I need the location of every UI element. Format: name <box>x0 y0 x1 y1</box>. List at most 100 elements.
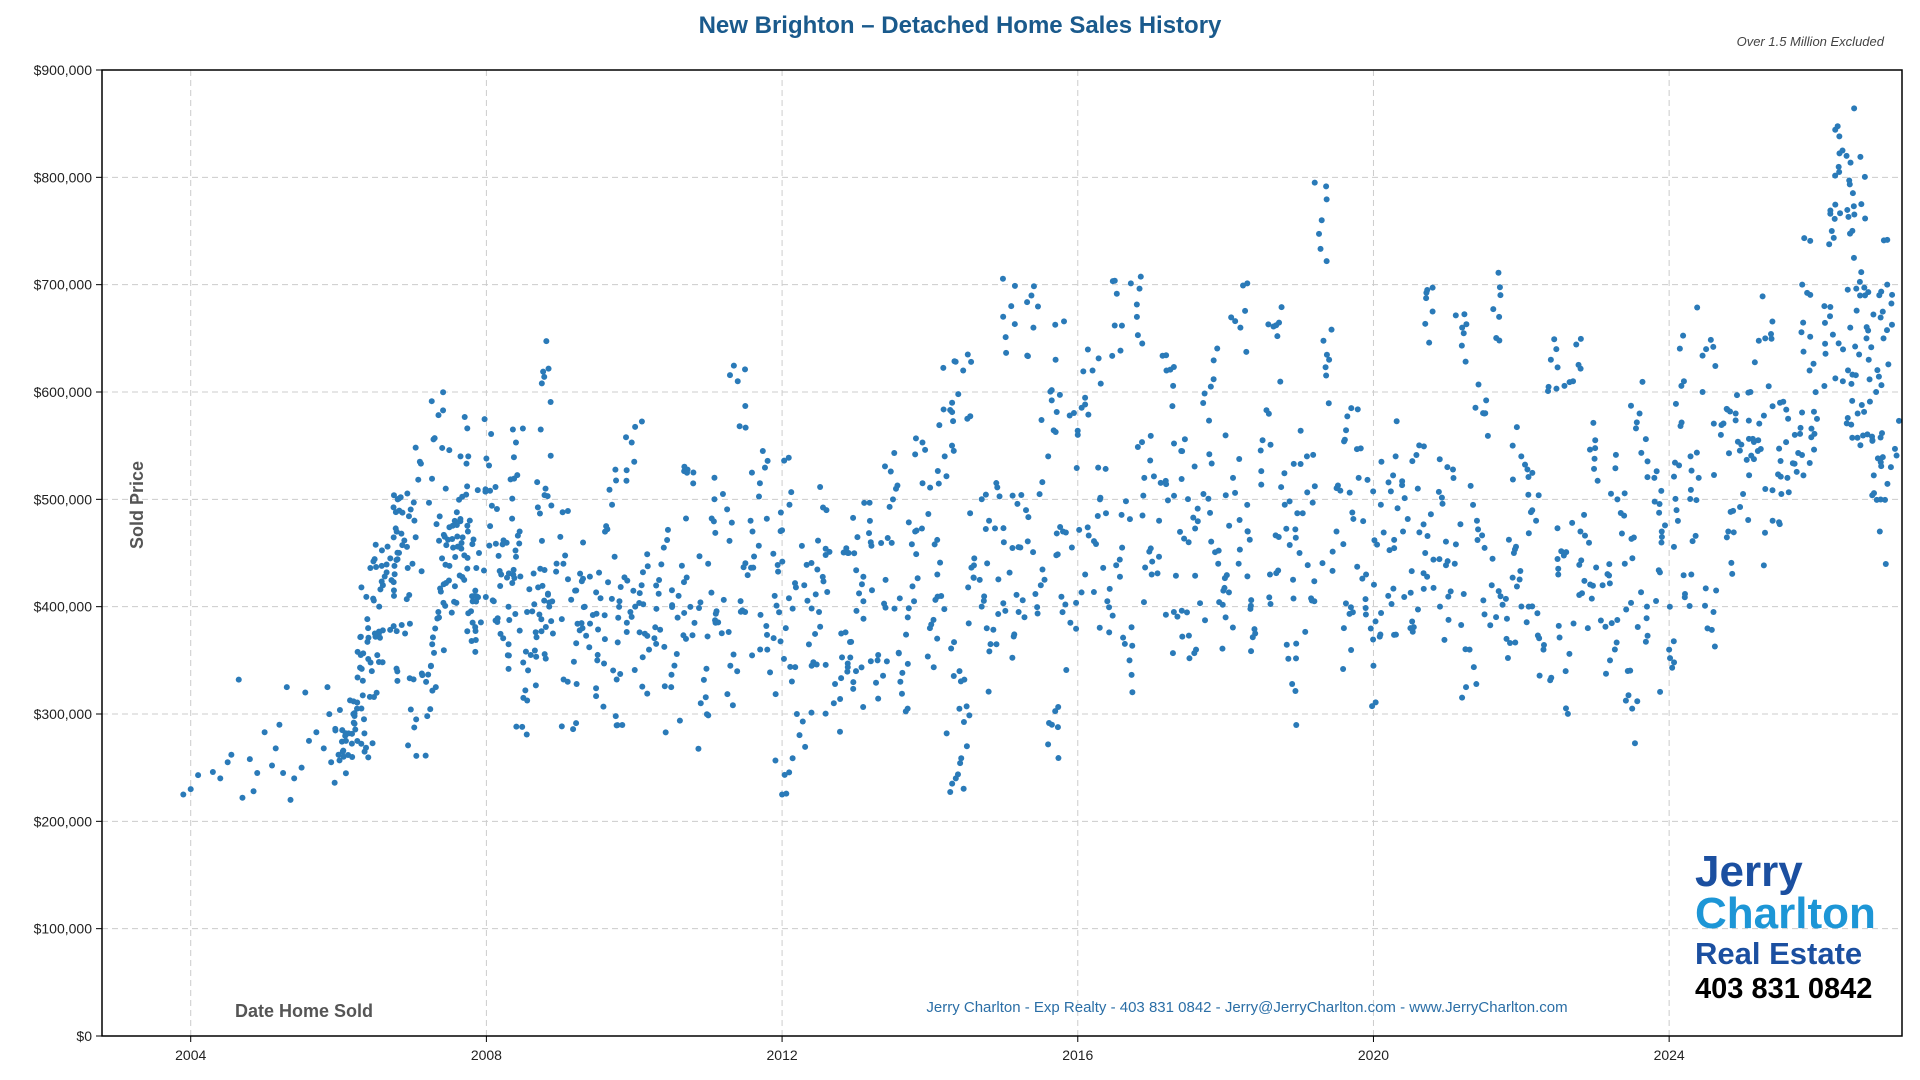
data-point-density <box>817 483 824 490</box>
data-point-density <box>1183 609 1190 616</box>
data-point-density <box>406 675 413 682</box>
data-point-density <box>868 587 875 594</box>
data-point-density <box>1171 440 1178 447</box>
data-point-density <box>1642 436 1649 443</box>
data-point-density <box>1607 490 1614 497</box>
data-point-density <box>1686 603 1693 610</box>
data-point-density <box>1140 492 1147 499</box>
data-point-density <box>854 534 861 541</box>
data-point-density <box>1420 585 1427 592</box>
data-point-density <box>1561 382 1568 389</box>
data-point-density <box>1429 284 1436 291</box>
data-point <box>1422 550 1429 556</box>
data-point-density <box>734 668 741 675</box>
data-point-density <box>358 665 365 672</box>
data-point-density <box>1323 196 1330 203</box>
data-point-density <box>1208 460 1215 467</box>
data-point-density <box>1481 544 1488 551</box>
data-point-density <box>1047 388 1054 395</box>
data-point <box>1000 539 1007 546</box>
data-point-density <box>1750 439 1757 446</box>
data-point <box>1355 474 1362 481</box>
data-point-density <box>352 726 359 733</box>
data-point-density <box>464 628 471 635</box>
data-point-density <box>927 484 934 491</box>
data-point-density <box>958 755 965 762</box>
data-point-density <box>529 608 536 615</box>
data-point-density <box>964 351 971 358</box>
data-point-density <box>964 415 971 422</box>
data-point-density <box>1058 593 1065 600</box>
data-point-density <box>1882 496 1889 503</box>
data-point-density <box>1118 322 1125 329</box>
data-point-density <box>1868 344 1875 351</box>
data-point-density <box>1157 479 1164 486</box>
data-point-density <box>541 373 548 380</box>
data-point-density <box>1090 589 1097 596</box>
data-point-density <box>1222 432 1229 439</box>
data-point <box>956 668 963 675</box>
data-point-density <box>1194 518 1201 525</box>
data-point-density <box>530 570 537 577</box>
data-point-density <box>1009 654 1016 661</box>
data-point-density <box>405 513 412 520</box>
data-point-density <box>1688 467 1695 474</box>
data-point-density <box>376 634 383 641</box>
data-point-density <box>1827 207 1834 214</box>
data-point-density <box>406 620 413 627</box>
data-point <box>1340 625 1347 632</box>
data-point-density <box>1783 406 1790 413</box>
data-point-density <box>881 463 888 470</box>
data-point-density <box>1424 287 1431 294</box>
data-point-density <box>391 571 398 578</box>
data-point-density <box>1236 546 1243 553</box>
data-point-density <box>459 534 466 541</box>
data-point-density <box>1844 414 1851 421</box>
y-axis-label: Sold Price <box>127 461 147 549</box>
data-point-density <box>1564 710 1571 717</box>
data-point-density <box>407 706 414 713</box>
data-point-density <box>935 480 942 487</box>
data-point-density <box>1738 441 1745 448</box>
data-point-density <box>1408 568 1415 575</box>
data-point-density <box>351 720 358 727</box>
data-point-density <box>980 597 987 604</box>
data-point-density <box>1767 331 1774 338</box>
data-point-density <box>1878 382 1885 389</box>
data-point-density <box>843 545 850 552</box>
data-point-density <box>1208 538 1215 545</box>
data-point-density <box>1529 603 1536 610</box>
data-point-density <box>674 614 681 621</box>
data-point-density <box>544 591 551 598</box>
data-point-density <box>1235 560 1242 567</box>
data-point-density <box>1013 591 1020 598</box>
data-point-density <box>858 581 865 588</box>
data-point-density <box>1283 525 1290 532</box>
x-tick-label: 2004 <box>175 1047 206 1063</box>
data-point-density <box>1290 595 1297 602</box>
data-point <box>1385 592 1392 599</box>
data-point-density <box>1246 536 1253 543</box>
data-point <box>1629 705 1636 712</box>
data-point-density <box>1228 314 1235 321</box>
data-point-density <box>1142 564 1149 571</box>
data-point-density <box>639 654 646 661</box>
data-point-density <box>463 491 470 498</box>
data-point-density <box>432 684 439 691</box>
data-point <box>1303 453 1310 460</box>
data-point <box>1451 560 1458 567</box>
data-point-density <box>1555 622 1562 629</box>
data-point-density <box>1285 655 1292 662</box>
data-point-density <box>1629 555 1636 562</box>
data-point-density <box>394 668 401 675</box>
data-point-density <box>443 542 450 549</box>
data-point-density <box>410 499 417 506</box>
data-point-density <box>351 712 358 719</box>
data-point-density <box>1853 285 1860 292</box>
data-point-density <box>931 541 938 548</box>
footer-contact: Jerry Charlton - Exp Realty - 403 831 08… <box>926 999 1567 1016</box>
data-point-density <box>908 541 915 548</box>
data-point <box>1429 308 1436 315</box>
data-point-density <box>359 677 366 684</box>
data-point <box>1784 474 1791 481</box>
